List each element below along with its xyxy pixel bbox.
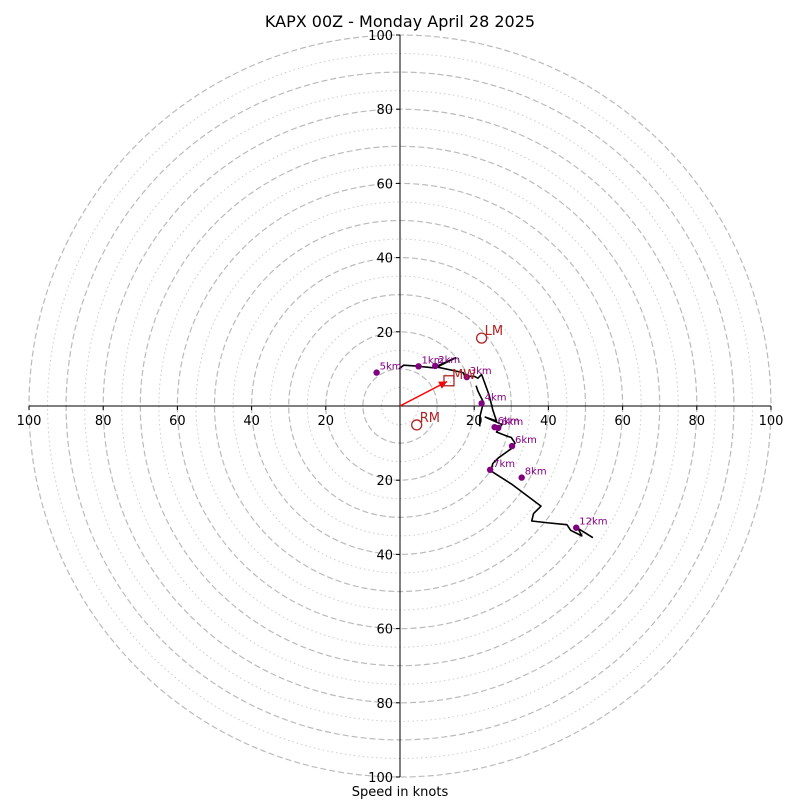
x-tick-label: 80	[689, 414, 706, 429]
x-tick-label: 40	[540, 414, 557, 429]
hodograph-line	[398, 356, 594, 539]
height-marker-6km	[508, 442, 516, 450]
y-tick-label: 20	[376, 326, 393, 341]
chart-title: KAPX 00Z - Monday April 28 2025	[265, 12, 535, 31]
height-label-1km: 1km	[422, 355, 444, 366]
mean-wind-label: MW	[452, 368, 476, 383]
height-marker-2km	[432, 362, 439, 370]
height-label-12km: 12km	[579, 517, 607, 528]
height-label-8km: 8km	[525, 467, 547, 478]
x-axis-label: Speed in knots	[352, 785, 449, 800]
height-label-4km: 4km	[485, 392, 507, 403]
height-label-2km: 2km	[438, 355, 460, 366]
height-marker-4km	[478, 400, 485, 407]
y-tick-label: 40	[376, 548, 393, 563]
x-tick-label: 80	[95, 414, 112, 429]
y-tick-label: 100	[368, 771, 393, 786]
shear-vector-arrowhead	[438, 381, 448, 389]
y-tick-label: 20	[376, 474, 393, 489]
x-tick-label: 20	[466, 414, 483, 429]
tick-labels: 20 20 20 20 40 40 40 40 60 60 60 60 80 80 80 80 100 100 10…	[17, 29, 784, 786]
mean-wind-marker	[443, 375, 455, 387]
hodograph-trace	[398, 356, 594, 539]
x-tick-label: 40	[243, 414, 260, 429]
height-marker-7km	[486, 466, 494, 474]
x-tick-label: 100	[759, 414, 784, 429]
height-marker-3km	[463, 373, 470, 381]
height-label-3km: 3km	[470, 366, 492, 377]
y-tick-label: 100	[368, 29, 393, 44]
height-label-6km: 6km	[498, 416, 520, 427]
storm-motion-marker-lm	[475, 332, 488, 344]
height-marker-1km	[415, 363, 422, 370]
height-label-6km: 6km	[501, 417, 523, 428]
storm-motion-markers: LM RM MW	[411, 324, 503, 431]
y-tick-label: 60	[376, 177, 393, 192]
height-marker-8km	[518, 474, 525, 481]
storm-motion-label-rm: RM	[420, 411, 440, 426]
shear-vector-line	[399, 380, 448, 407]
x-tick-label: 20	[318, 414, 335, 429]
y-tick-label: 40	[376, 252, 393, 267]
height-label-7km: 7km	[493, 459, 515, 470]
x-tick-label: 60	[614, 414, 631, 429]
height-marker-12km	[573, 524, 580, 531]
height-label-5km: 5km	[380, 362, 402, 373]
y-tick-label: 80	[376, 103, 393, 118]
y-tick-label: 80	[376, 697, 393, 712]
height-marker-6km	[495, 424, 502, 432]
height-marker-5km	[373, 369, 380, 376]
height-label-6km: 6km	[515, 435, 537, 446]
storm-motion-marker-rm	[411, 419, 423, 431]
y-tick-label: 60	[376, 623, 393, 638]
x-tick-label: 60	[169, 414, 186, 429]
x-tick-label: 100	[17, 414, 42, 429]
storm-motion-label-lm: LM	[485, 324, 503, 339]
